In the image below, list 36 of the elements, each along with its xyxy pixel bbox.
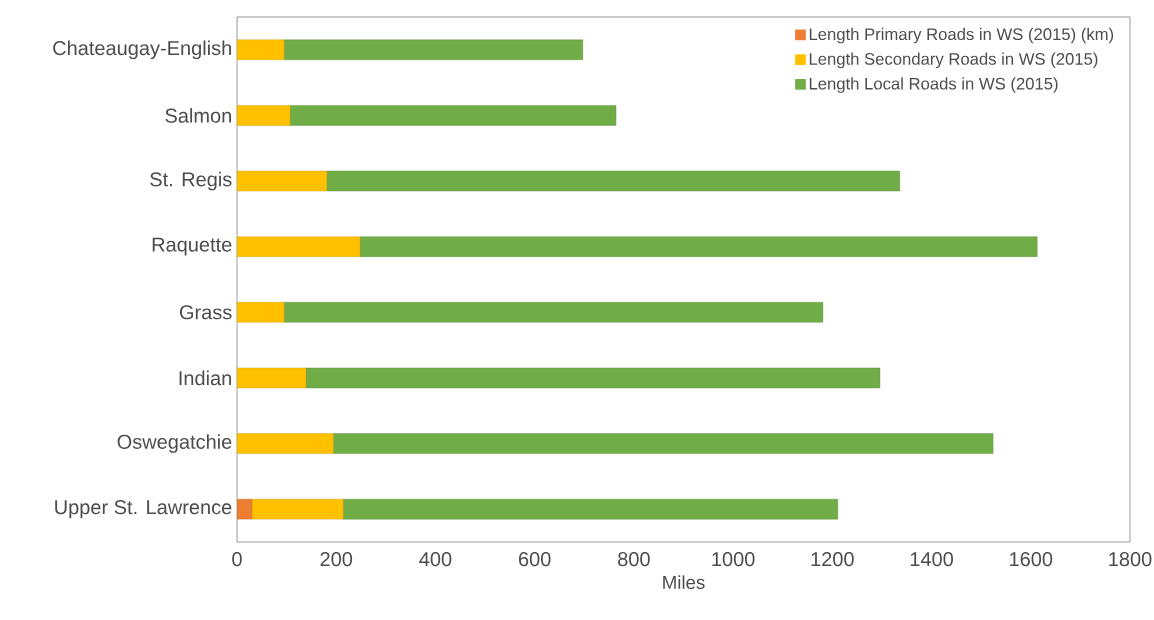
y-tick-label: Upper St. Lawrence — [55, 500, 232, 519]
bar — [289, 105, 617, 126]
x-tick-label: 200 — [320, 552, 353, 567]
bar — [237, 433, 334, 454]
bar — [283, 302, 824, 323]
y-tick-label: Raquette — [152, 237, 232, 256]
y-tick-label: Grass — [179, 305, 232, 320]
bar — [237, 236, 361, 257]
y-tick-label: Salmon — [165, 108, 231, 123]
x-tick-label: 0 — [232, 552, 242, 567]
y-tick-label: Indian — [179, 370, 231, 386]
y-tick-label: Chateaugay-English — [53, 40, 231, 60]
bar — [237, 105, 291, 126]
x-tick-label: 600 — [519, 552, 551, 567]
x-tick-label: 1400 — [910, 552, 953, 567]
bar — [333, 433, 994, 454]
bar — [359, 236, 1038, 257]
x-tick-label: 800 — [618, 552, 650, 567]
bar — [237, 39, 285, 60]
x-tick-label: 400 — [419, 552, 452, 567]
legend-label: Length Local Roads in WS (2015) — [809, 77, 1058, 93]
x-tick-label: 1600 — [1010, 552, 1053, 567]
x-axis-title: Miles — [663, 575, 705, 590]
legend-label: Length Primary Roads in WS (2015) (km) — [809, 27, 1114, 44]
bar — [251, 498, 344, 520]
x-tick-label: 1000 — [712, 552, 755, 567]
bar — [283, 39, 583, 60]
bar — [342, 498, 838, 520]
bar — [237, 302, 285, 323]
y-tick-label: St. Regis — [150, 171, 232, 191]
bar — [305, 367, 881, 389]
x-tick-label: 1800 — [1109, 552, 1152, 567]
x-tick-label: 1200 — [811, 552, 854, 567]
legend-label: Length Secondary Roads in WS (2015) — [809, 52, 1098, 69]
y-tick-label: Oswegatchie — [117, 434, 232, 453]
bar — [326, 170, 900, 192]
